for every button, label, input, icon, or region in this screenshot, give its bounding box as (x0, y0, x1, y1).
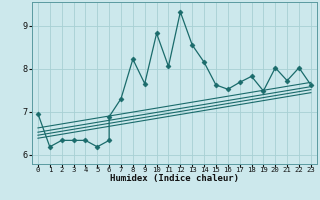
X-axis label: Humidex (Indice chaleur): Humidex (Indice chaleur) (110, 174, 239, 183)
